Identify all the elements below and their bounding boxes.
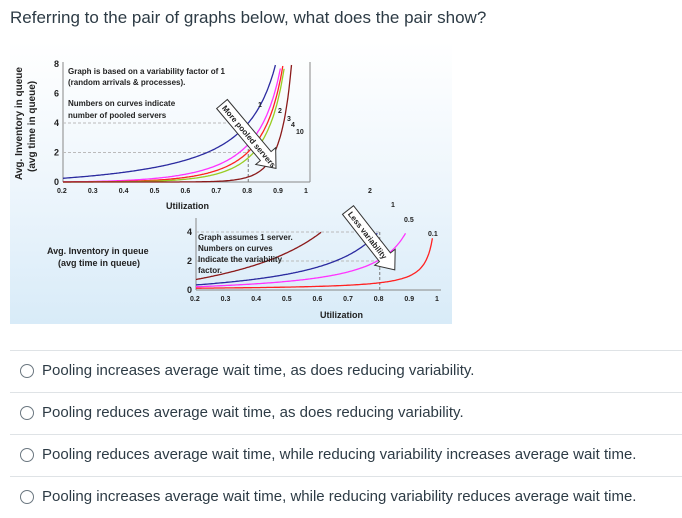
x-tick-label: 0.9 <box>404 296 414 303</box>
radio-button[interactable] <box>20 448 34 462</box>
x-tick-label: 0.9 <box>273 188 283 195</box>
y-tick-label: 6 <box>54 89 59 99</box>
curve-0.1 <box>196 238 434 289</box>
curve-label: 0.1 <box>428 231 438 238</box>
curve-2 <box>195 231 322 281</box>
question-text: Referring to the pair of graphs below, w… <box>10 8 487 27</box>
option-2[interactable]: Pooling reduces average wait time, as do… <box>10 392 682 434</box>
curve-label: 1 <box>391 202 395 209</box>
option-label[interactable]: Pooling reduces average wait time, as do… <box>42 404 464 421</box>
bottom-note-3: Indicate the variability <box>198 255 283 264</box>
bottom-note-4: factor. <box>198 266 222 275</box>
top-note-4: number of pooled servers <box>68 111 167 120</box>
curve-label: 2 <box>278 108 282 115</box>
y-tick-label: 0 <box>54 177 59 187</box>
more-pooled-arrow: More pooled servers <box>215 98 278 170</box>
curve-label: 10 <box>296 129 304 136</box>
x-tick-label: 0.6 <box>313 296 323 303</box>
top-ylabel: Avg. Inventory in queue <box>14 67 25 180</box>
curve-label: 1 <box>258 102 262 109</box>
x-tick-label: 0.3 <box>88 188 98 195</box>
bottom-ylabel2: (avg time in queue) <box>58 258 140 268</box>
bottom-xlabel: Utilization <box>320 310 363 320</box>
option-4[interactable]: Pooling increases average wait time, whi… <box>10 476 682 518</box>
x-tick-label: 0.2 <box>57 188 67 195</box>
option-3[interactable]: Pooling reduces average wait time, while… <box>10 434 682 476</box>
x-tick-label: 0.7 <box>211 188 221 195</box>
x-tick-label: 0.4 <box>251 296 261 303</box>
curve-10 <box>63 64 293 183</box>
y-tick-label: 0 <box>187 285 192 295</box>
x-tick-label: 1 <box>435 296 439 303</box>
x-tick-label: 0.6 <box>181 188 191 195</box>
x-tick-label: 0.8 <box>374 296 384 303</box>
option-label[interactable]: Pooling increases average wait time, whi… <box>42 488 637 505</box>
option-label[interactable]: Pooling reduces average wait time, while… <box>42 446 637 463</box>
queue-graphs-figure: Avg. Inventory in queue (avg time in que… <box>10 42 452 324</box>
bottom-note-2: Numbers on curves <box>198 244 273 253</box>
top-xlabel: Utilization <box>166 201 209 211</box>
y-tick-label: 8 <box>54 59 59 69</box>
y-tick-label: 2 <box>187 256 192 266</box>
option-1[interactable]: Pooling increases average wait time, as … <box>10 350 682 392</box>
x-tick-label: 0.5 <box>150 188 160 195</box>
curve-label: 0.5 <box>404 217 414 224</box>
x-tick-label: 0.7 <box>343 296 353 303</box>
y-tick-label: 2 <box>54 148 59 158</box>
top-note-1: Graph is based on a variability factor o… <box>68 67 225 76</box>
radio-button[interactable] <box>20 364 34 378</box>
curve-label: 4 <box>291 122 295 129</box>
top-note-3: Numbers on curves indicate <box>68 99 176 108</box>
curve-0.5 <box>196 232 407 288</box>
bottom-ylabel: Avg. Inventory in queue <box>47 246 149 256</box>
radio-button[interactable] <box>20 406 34 420</box>
less-variability-arrow: Less variability <box>341 204 396 271</box>
x-tick-label: 0.5 <box>282 296 292 303</box>
top-note-2: (random arrivals & processes). <box>68 78 185 87</box>
curve-1 <box>195 232 378 286</box>
curve-label: 3 <box>287 116 291 123</box>
bottom-note-1: Graph assumes 1 server. <box>198 233 293 242</box>
top-ylabel2: (avg time in queue) <box>27 81 38 172</box>
curve-label: 2 <box>368 188 372 195</box>
graphs-svg: Avg. Inventory in queue (avg time in que… <box>14 59 441 320</box>
x-tick-label: 0.2 <box>190 296 200 303</box>
option-label[interactable]: Pooling increases average wait time, as … <box>42 362 475 379</box>
x-tick-label: 0.4 <box>119 188 129 195</box>
x-tick-label: 1 <box>304 188 308 195</box>
bottom-chart: 0.2 0.3 0.4 0.5 0.6 0.7 0.8 0.9 1 0 2 4 2 1 0.5 0.1 <box>187 188 441 303</box>
y-tick-label: 4 <box>187 227 192 237</box>
radio-button[interactable] <box>20 490 34 504</box>
y-tick-label: 4 <box>54 118 59 128</box>
x-tick-label: 0.3 <box>221 296 231 303</box>
x-tick-label: 0.8 <box>242 188 252 195</box>
